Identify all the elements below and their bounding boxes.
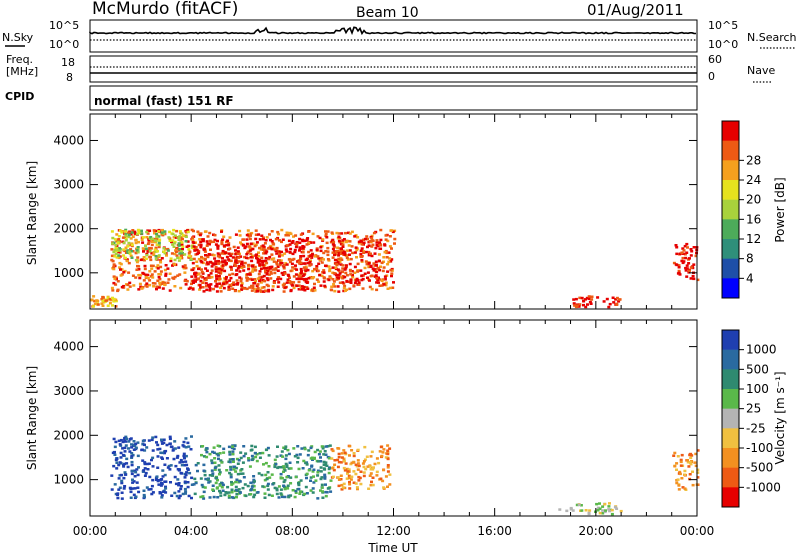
colorbar-cell (722, 160, 739, 181)
cpid-label: CPID (5, 90, 34, 103)
noise-panel: N.Sky 10^5 10^0 10^5 10^0 N.Search (2, 19, 797, 53)
colorbar-cell (722, 121, 739, 141)
power-echo-region (90, 295, 118, 308)
x-tick-label: 08:00 (275, 524, 310, 538)
velocity-yticks: 1000 2000 3000 4000 (53, 340, 697, 487)
velocity-colorbar: 1000 500 100 25 -25 -100 -500 -1000 Velocity [m… (721, 329, 787, 508)
velocity-echoes (110, 435, 700, 516)
colorbar-tick-label: -25 (746, 421, 766, 435)
power-echo-region (110, 228, 194, 262)
nave-label: Nave (747, 64, 775, 77)
velocity-panel: 1000 2000 3000 4000 00:00 04:00 08:00 12:00 16:… (25, 319, 715, 554)
freq-label-2: [MHz] (6, 65, 38, 78)
colorbar-tick-label: 12 (746, 232, 761, 246)
freq-tick-low: 8 (66, 71, 73, 84)
power-xticks (89, 114, 698, 309)
colorbar-tick-label: 24 (746, 173, 761, 187)
colorbar-cell (722, 258, 739, 279)
colorbar-tick-label: 4 (746, 271, 754, 285)
colorbar-tick-label: 500 (746, 362, 769, 376)
nsearch-label: N.Search (747, 31, 797, 44)
noise-tick-low-right: 10^0 (708, 38, 738, 51)
cpid-panel: CPID normal (fast) 151 RF (5, 85, 698, 111)
power-echo-region (572, 295, 622, 309)
colorbar-cell (722, 278, 739, 299)
nsky-label: N.Sky (2, 31, 34, 44)
colorbar-tick-label: 16 (746, 212, 761, 226)
velocity-echo-region (110, 435, 194, 500)
colorbar-tick-label: -500 (746, 461, 773, 475)
colorbar-cell (722, 467, 739, 488)
colorbar-tick-label: 100 (746, 382, 769, 396)
power-ylabel: Slant Range [km] (25, 161, 39, 265)
station-title: McMurdo (fitACF) (92, 0, 238, 19)
colorbar-tick-label: 25 (746, 402, 761, 416)
y-tick-label: 1000 (53, 473, 84, 487)
velocity-echo-region (558, 502, 623, 516)
colorbar-tick-label: 1000 (746, 343, 777, 357)
x-tick-label: 16:00 (477, 524, 512, 538)
colorbar-tick-label: -1000 (746, 480, 781, 494)
colorbar-cell (722, 448, 739, 468)
x-tick-label: 00:00 (680, 524, 715, 538)
date-label: 01/Aug/2011 (587, 1, 684, 19)
noise-tick-high-right: 10^5 (708, 19, 738, 32)
nave-tick-high: 60 (708, 53, 722, 66)
velocity-echo-region (192, 444, 333, 500)
power-echo-region (331, 237, 384, 284)
colorbar-tick-label: 8 (746, 252, 754, 266)
freq-tick-high: 18 (61, 56, 75, 69)
colorbar-cell (722, 408, 739, 429)
colorbar-cell (722, 330, 739, 350)
colorbar-cell (722, 487, 739, 508)
colorbar-cell (722, 349, 739, 370)
colorbar-cell (722, 369, 739, 390)
beam-label: Beam 10 (356, 5, 419, 21)
noise-tick-high-left: 10^5 (49, 19, 79, 32)
colorbar-tick-label: 28 (746, 153, 761, 167)
nave-tick-low: 0 (708, 70, 715, 83)
freq-panel: Freq. [MHz] 18 8 60 0 Nave (6, 53, 775, 84)
y-tick-label: 4000 (53, 133, 84, 147)
colorbar-tick-label: 20 (746, 193, 761, 207)
x-tick-label: 00:00 (73, 524, 108, 538)
velocity-xticks: 00:00 04:00 08:00 12:00 16:00 20:00 00:00 (73, 320, 715, 538)
x-tick-label: 12:00 (376, 524, 411, 538)
cpid-value: normal (fast) 151 RF (94, 94, 234, 108)
power-echo-region (191, 237, 321, 293)
colorbar-tick-label: -100 (746, 441, 773, 455)
colorbar-cell (722, 180, 739, 200)
colorbar-cell (722, 389, 739, 409)
x-tick-label: 04:00 (174, 524, 209, 538)
colorbar-cell (722, 199, 739, 220)
y-tick-label: 3000 (53, 384, 84, 398)
colorbar-cell (722, 239, 739, 259)
power-yticks: 1000 2000 3000 4000 (53, 133, 697, 280)
power-panel: 1000 2000 3000 4000 Slant Range [km] (25, 113, 700, 310)
colorbar-cell (722, 428, 739, 449)
y-tick-label: 4000 (53, 340, 84, 354)
colorbar-cell (722, 140, 739, 161)
velocity-echo-region (330, 444, 392, 491)
y-tick-label: 2000 (53, 428, 84, 442)
power-colorbar-label: Power [dB] (773, 177, 787, 242)
velocity-colorbar-label: Velocity [m s⁻¹] (773, 371, 787, 464)
colorbar-cell (722, 219, 739, 240)
y-tick-label: 1000 (53, 266, 84, 280)
power-echo-region (672, 242, 700, 282)
velocity-echo-region (672, 449, 700, 491)
power-echoes (90, 228, 700, 309)
power-colorbar: 4 8 12 16 20 24 28 Power [dB] (721, 120, 787, 299)
velocity-ylabel: Slant Range [km] (25, 366, 39, 470)
freq-label-1: Freq. (6, 53, 33, 66)
nsky-line (89, 26, 697, 36)
y-tick-label: 2000 (53, 222, 84, 236)
time-axis-label: Time UT (367, 541, 418, 554)
noise-tick-low-left: 10^0 (49, 38, 79, 51)
x-tick-label: 20:00 (579, 524, 614, 538)
y-tick-label: 3000 (53, 178, 84, 192)
